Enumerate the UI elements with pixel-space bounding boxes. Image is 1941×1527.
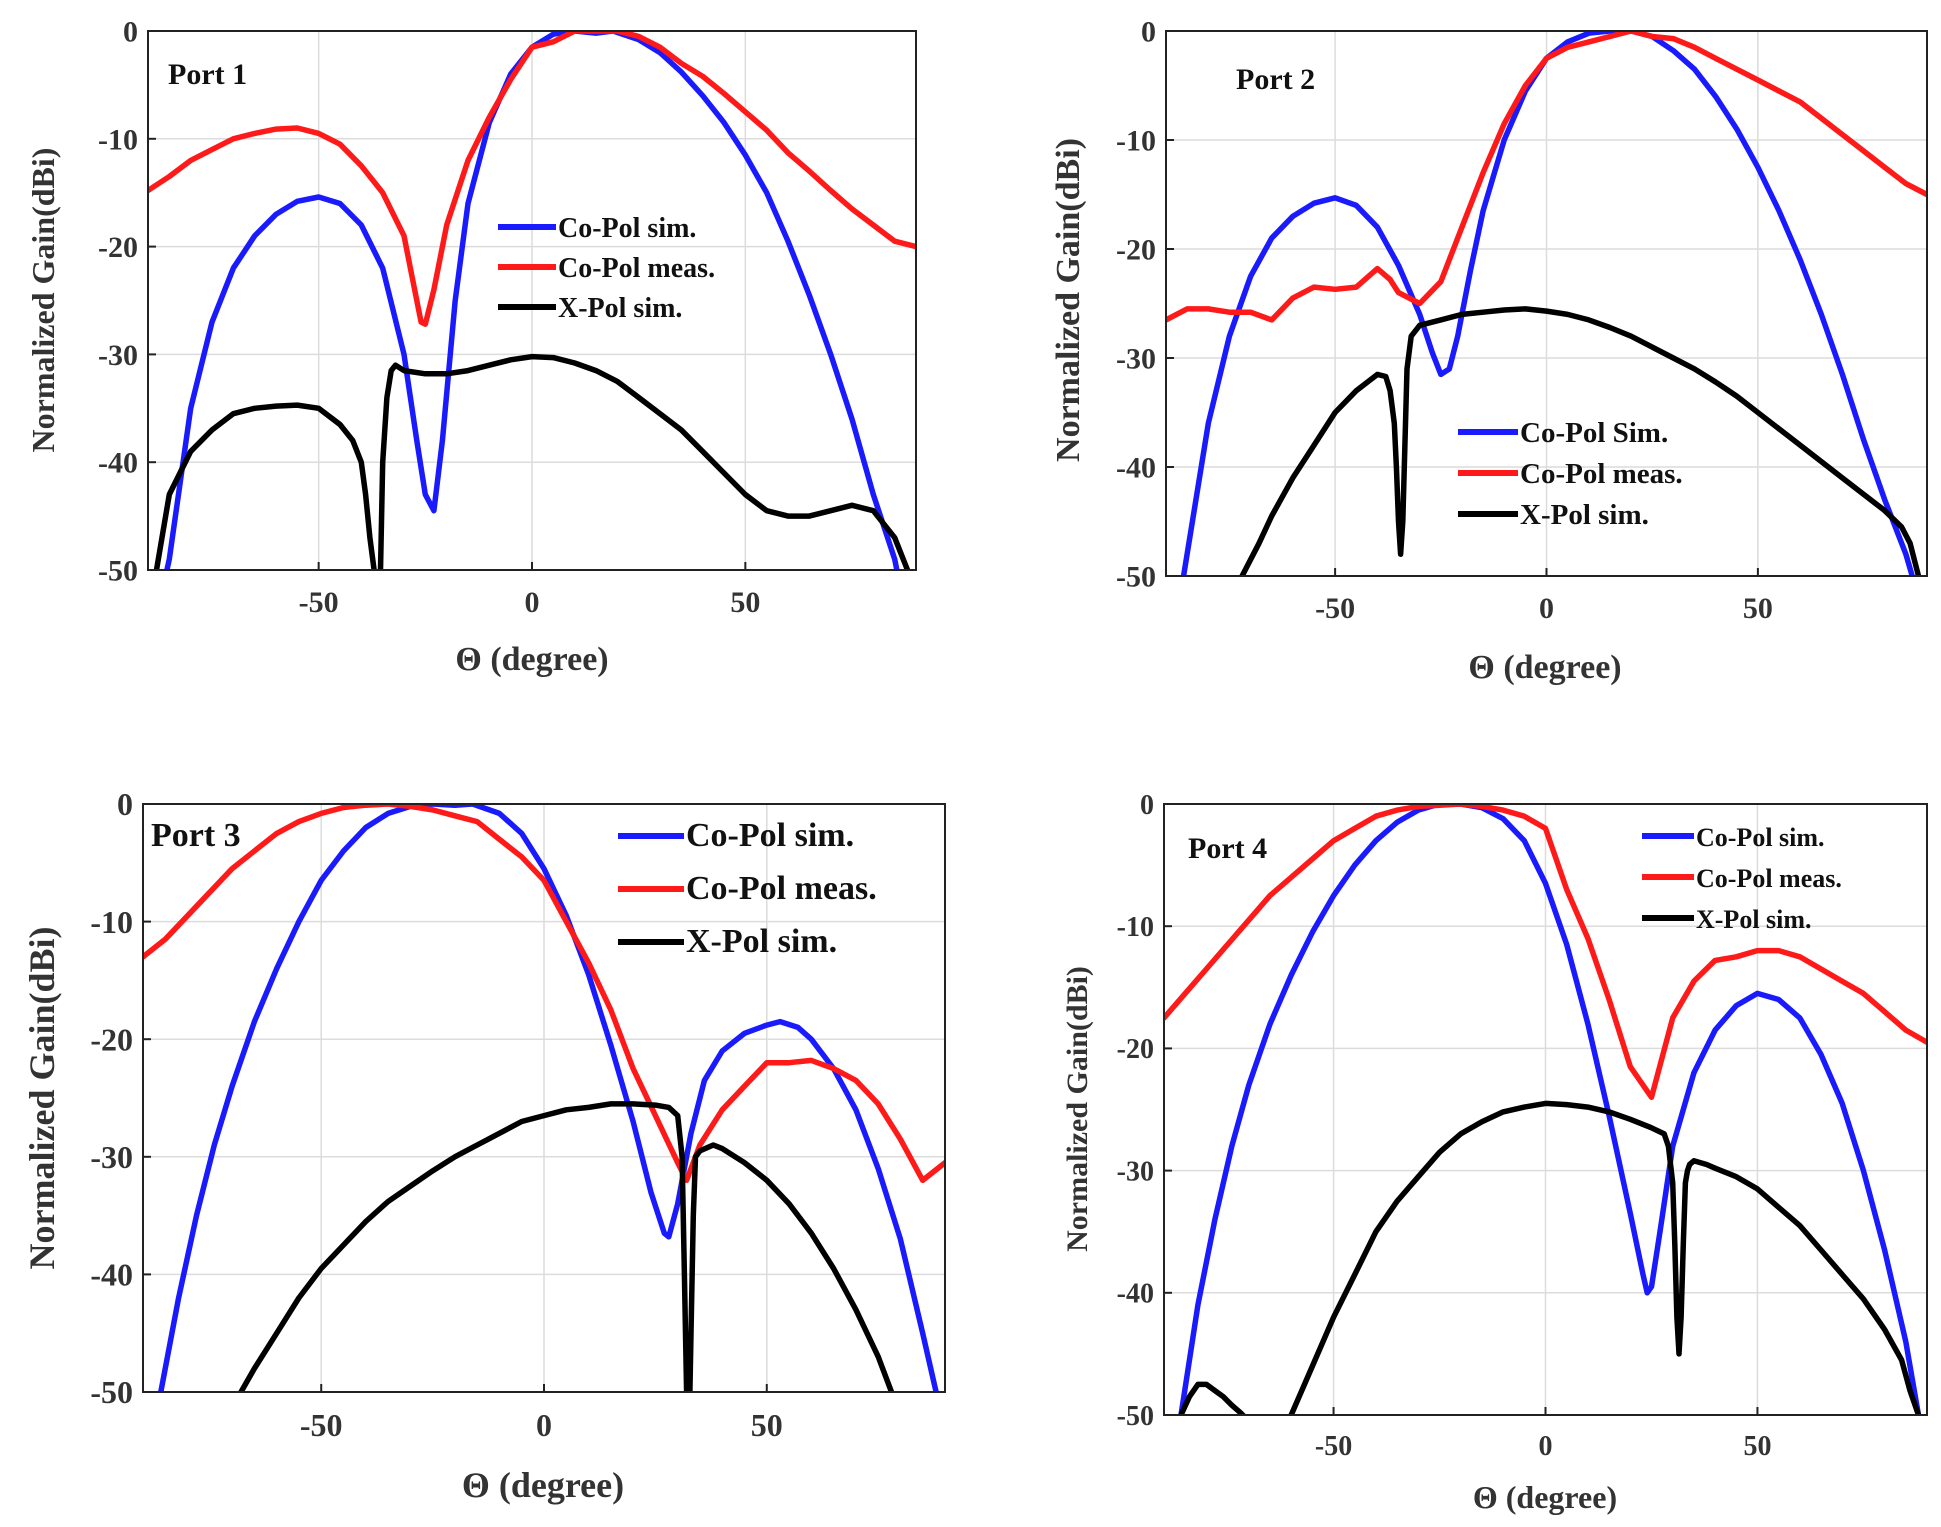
series-group-port-2 xyxy=(1166,31,1927,576)
series-line-co-pol-sim xyxy=(1180,31,1916,576)
x-axis-label-port-3: Θ (degree) xyxy=(462,1465,624,1505)
x-ticks-port-2: -50 0 50 xyxy=(1315,568,1773,625)
y-tick-label: -40 xyxy=(90,1257,133,1293)
series-line-x-pol-sim xyxy=(238,1101,895,1392)
x-tick-label: -50 xyxy=(1315,592,1355,625)
x-tick-label: 50 xyxy=(1743,592,1773,625)
y-tick-label: -20 xyxy=(1117,1034,1154,1065)
panel-port-3: 0 -10 -20 -30 -40 -50 -50 0 50 Port 3 Θ (degree… xyxy=(22,786,946,1505)
y-tick-label: -10 xyxy=(90,904,133,940)
y-tick-label: -40 xyxy=(1117,1279,1154,1310)
y-ticks-port-4: 0 -10 -20 -30 -40 -50 xyxy=(1117,790,1172,1432)
series-line-co-pol-sim xyxy=(1178,804,1922,1415)
legend-label-co-pol-sim: Co-Pol sim. xyxy=(1696,823,1825,852)
x-ticks-port-1: -50 0 50 xyxy=(299,562,760,619)
y-tick-label: -40 xyxy=(1116,452,1156,485)
series-line-x-pol-sim xyxy=(153,353,911,570)
y-tick-label: -20 xyxy=(90,1021,133,1057)
series-line-co-pol-meas xyxy=(148,31,916,327)
y-tick-label: -30 xyxy=(90,1139,133,1175)
x-tick-label: 0 xyxy=(536,1407,552,1443)
legend-port-1: Co-Pol sim. Co-Pol meas. X-Pol sim. xyxy=(498,213,715,324)
y-tick-label: -10 xyxy=(1117,912,1154,943)
panel-title-port-4: Port 4 xyxy=(1188,832,1267,865)
legend-label-x-pol-sim: X-Pol sim. xyxy=(558,293,682,324)
y-tick-label: -20 xyxy=(98,231,138,264)
x-tick-label: 50 xyxy=(730,586,760,619)
legend-label-co-pol-sim: Co-Pol sim. xyxy=(686,817,854,854)
x-tick-label: -50 xyxy=(300,1407,343,1443)
y-tick-label: -10 xyxy=(1116,125,1156,158)
x-axis-label-port-4: Θ (degree) xyxy=(1473,1479,1617,1515)
y-tick-label: -50 xyxy=(90,1374,133,1410)
series-line-co-pol-sim xyxy=(158,804,939,1392)
legend-label-x-pol-sim: X-Pol sim. xyxy=(1696,905,1812,934)
x-tick-label: 0 xyxy=(1539,1431,1553,1462)
y-ticks-port-2: 0 -10 -20 -30 -40 -50 xyxy=(1116,16,1174,594)
y-tick-label: -30 xyxy=(1117,1156,1154,1187)
legend-port-4: Co-Pol sim. Co-Pol meas. X-Pol sim. xyxy=(1642,823,1842,934)
series-line-co-pol-meas xyxy=(1164,804,1927,1101)
series-line-x-pol-sim xyxy=(1178,1381,1247,1415)
grid-port-4 xyxy=(1164,803,1927,1416)
panel-title-port-3: Port 3 xyxy=(151,817,241,854)
legend-label-x-pol-sim: X-Pol sim. xyxy=(686,923,837,960)
y-axis-label-port-4: Normalized Gain(dBi) xyxy=(1061,966,1094,1252)
y-axis-label-port-2: Normalized Gain(dBi) xyxy=(1050,138,1087,462)
y-tick-label: -50 xyxy=(1117,1401,1154,1432)
panel-title-port-2: Port 2 xyxy=(1236,63,1315,96)
y-tick-label: -30 xyxy=(98,339,138,372)
legend-label-co-pol-sim: Co-Pol sim. xyxy=(558,213,696,244)
x-axis-label-port-2: Θ (degree) xyxy=(1468,649,1621,686)
series-line-x-pol-sim-continued xyxy=(1288,1100,1922,1415)
x-tick-label: 0 xyxy=(1539,592,1554,625)
y-tick-label: 0 xyxy=(1141,16,1156,49)
y-tick-label: 0 xyxy=(123,16,138,49)
panel-port-4: 0 -10 -20 -30 -40 -50 -50 0 50 Port 4 Θ (degree… xyxy=(1061,790,1928,1515)
x-tick-label: 0 xyxy=(525,586,540,619)
legend-label-co-pol-meas: Co-Pol meas. xyxy=(686,870,877,907)
legend-port-2: Co-Pol Sim. Co-Pol meas. X-Pol sim. xyxy=(1458,417,1683,531)
x-ticks-port-3: -50 0 50 xyxy=(300,1384,783,1443)
x-tick-label: 50 xyxy=(1743,1431,1771,1462)
y-ticks-port-1: 0 -10 -20 -30 -40 -50 xyxy=(98,16,156,588)
y-axis-label-port-1: Normalized Gain(dBi) xyxy=(25,148,61,453)
series-line-x-pol-sim xyxy=(1239,306,1922,576)
legend-label-co-pol-sim: Co-Pol Sim. xyxy=(1520,417,1668,449)
legend-label-co-pol-meas: Co-Pol meas. xyxy=(558,253,715,284)
y-tick-label: -10 xyxy=(98,123,138,156)
x-ticks-port-4: -50 0 50 xyxy=(1315,1407,1771,1462)
y-tick-label: -40 xyxy=(98,447,138,480)
legend-label-co-pol-meas: Co-Pol meas. xyxy=(1520,458,1683,490)
y-tick-label: -30 xyxy=(1116,343,1156,376)
y-tick-label: 0 xyxy=(1140,790,1154,821)
y-tick-label: -50 xyxy=(98,555,138,588)
legend-label-x-pol-sim: X-Pol sim. xyxy=(1520,499,1649,531)
legend-port-3: Co-Pol sim. Co-Pol meas. X-Pol sim. xyxy=(618,817,877,960)
y-tick-label: 0 xyxy=(117,786,133,822)
grid-port-1 xyxy=(148,30,916,571)
panel-port-1: 0 -10 -20 -30 -40 -50 -50 0 50 Port 1 Θ (degree… xyxy=(25,16,917,678)
y-axis-label-port-3: Normalized Gain(dBi) xyxy=(22,927,62,1270)
series-group-port-4 xyxy=(1164,804,1927,1415)
legend-label-co-pol-meas: Co-Pol meas. xyxy=(1696,864,1842,893)
x-axis-label-port-1: Θ (degree) xyxy=(455,641,608,678)
y-tick-label: -20 xyxy=(1116,234,1156,267)
series-group-port-1 xyxy=(148,31,916,570)
series-line-co-pol-meas xyxy=(143,804,945,1184)
x-tick-label: -50 xyxy=(1315,1431,1352,1462)
x-tick-label: -50 xyxy=(299,586,339,619)
y-tick-label: -50 xyxy=(1116,561,1156,594)
series-line-co-pol-meas xyxy=(1166,31,1927,323)
series-line-co-pol-sim xyxy=(164,31,900,570)
panel-port-2: 0 -10 -20 -30 -40 -50 -50 0 50 Port 2 Θ (degree… xyxy=(1050,16,1928,686)
series-group-port-3 xyxy=(143,804,945,1392)
panel-title-port-1: Port 1 xyxy=(168,58,247,91)
y-ticks-port-3: 0 -10 -20 -30 -40 -50 xyxy=(90,786,151,1410)
x-tick-label: 50 xyxy=(751,1407,783,1443)
